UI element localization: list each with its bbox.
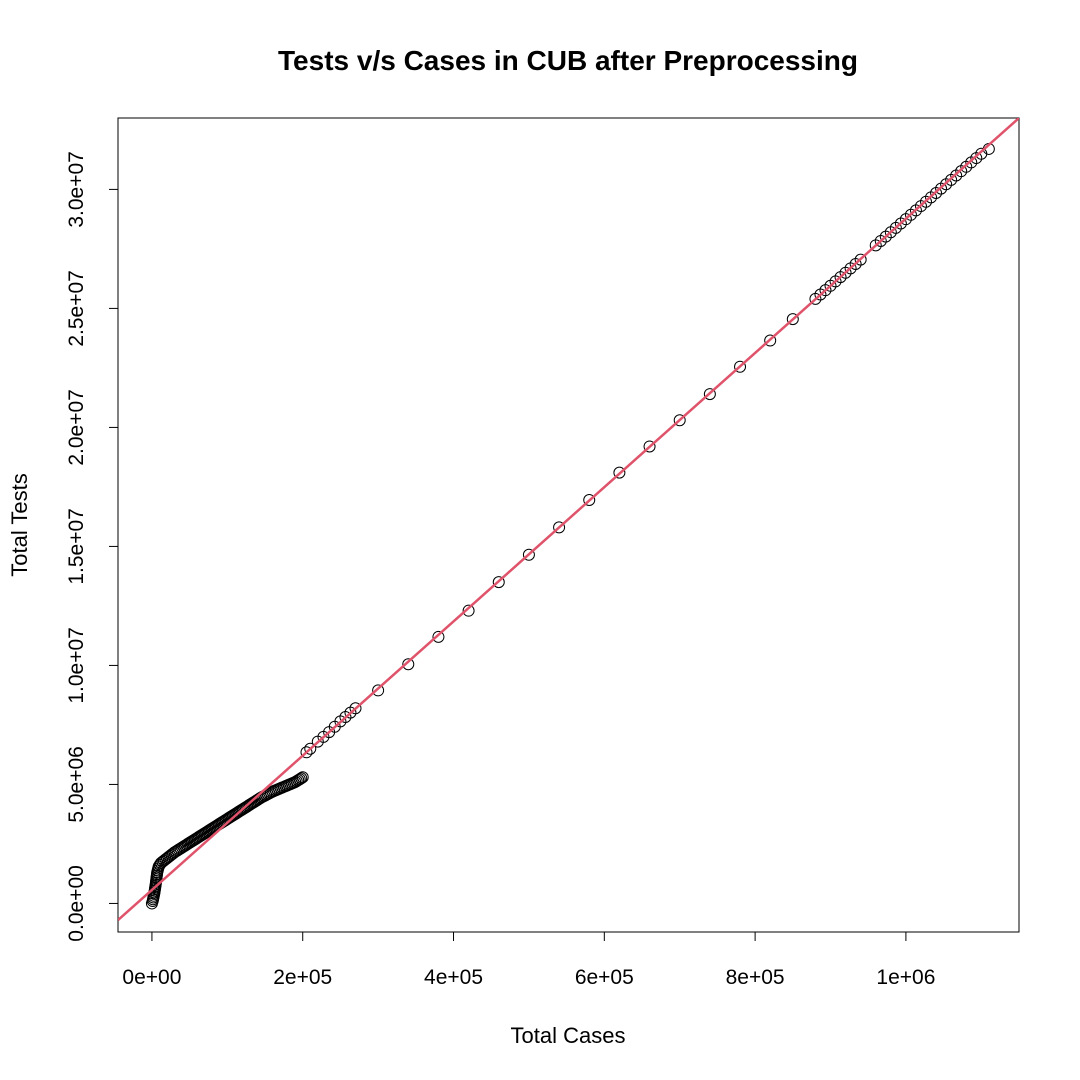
data-point xyxy=(613,466,626,479)
data-point xyxy=(734,360,747,373)
data-point xyxy=(583,494,596,507)
y-tick-label: 1.0e+07 xyxy=(65,627,88,704)
data-point xyxy=(156,855,169,868)
y-tick-label: 2.5e+07 xyxy=(65,270,88,347)
data-point xyxy=(304,742,317,755)
data-point xyxy=(764,334,777,347)
x-tick-label: 4e+05 xyxy=(424,966,483,989)
data-point xyxy=(161,852,174,865)
data-point xyxy=(295,772,308,785)
x-tick-label: 6e+05 xyxy=(575,966,634,989)
data-point xyxy=(296,771,309,784)
data-point xyxy=(432,630,445,643)
data-point xyxy=(553,521,566,534)
plot-frame xyxy=(117,117,1020,933)
x-tick-label: 1e+06 xyxy=(876,966,935,989)
data-point xyxy=(293,773,306,786)
y-tick-label: 1.5e+07 xyxy=(65,508,88,585)
data-point xyxy=(300,746,313,759)
regression-line-group xyxy=(118,118,1019,922)
regression-line xyxy=(118,118,1019,922)
data-point xyxy=(159,853,172,866)
data-point xyxy=(462,604,475,617)
data-point xyxy=(786,313,799,326)
data-point xyxy=(349,702,362,715)
data-point xyxy=(703,388,716,401)
chart-title: Tests v/s Cases in CUB after Preprocessi… xyxy=(278,45,858,76)
x-tick-label: 8e+05 xyxy=(726,966,785,989)
data-point xyxy=(522,548,535,561)
y-tick-label: 3.0e+07 xyxy=(65,151,88,228)
data-point xyxy=(372,684,385,697)
y-tick-label: 5.0e+06 xyxy=(65,746,88,823)
data-point xyxy=(854,253,867,266)
data-point xyxy=(673,414,686,427)
x-tick-label: 0e+00 xyxy=(122,966,181,989)
data-point xyxy=(643,440,656,453)
y-tick-label: 2.0e+07 xyxy=(65,389,88,466)
data-point xyxy=(402,658,415,671)
x-axis-ticks: 0e+00 2e+05 4e+05 6e+05 8e+05 1e+06 xyxy=(122,932,935,989)
y-tick-label: 0.0e+00 xyxy=(65,865,88,942)
data-point xyxy=(157,854,170,867)
x-axis-label: Total Cases xyxy=(511,1023,626,1048)
y-axis-label: Total Tests xyxy=(7,473,32,577)
data-point xyxy=(492,576,505,589)
data-point xyxy=(154,856,167,869)
data-point xyxy=(162,851,175,864)
y-axis-ticks: 0.0e+00 5.0e+06 1.0e+07 1.5e+07 2.0e+07 2.5e+… xyxy=(65,151,118,942)
x-tick-label: 2e+05 xyxy=(273,966,332,989)
data-points xyxy=(145,142,995,910)
